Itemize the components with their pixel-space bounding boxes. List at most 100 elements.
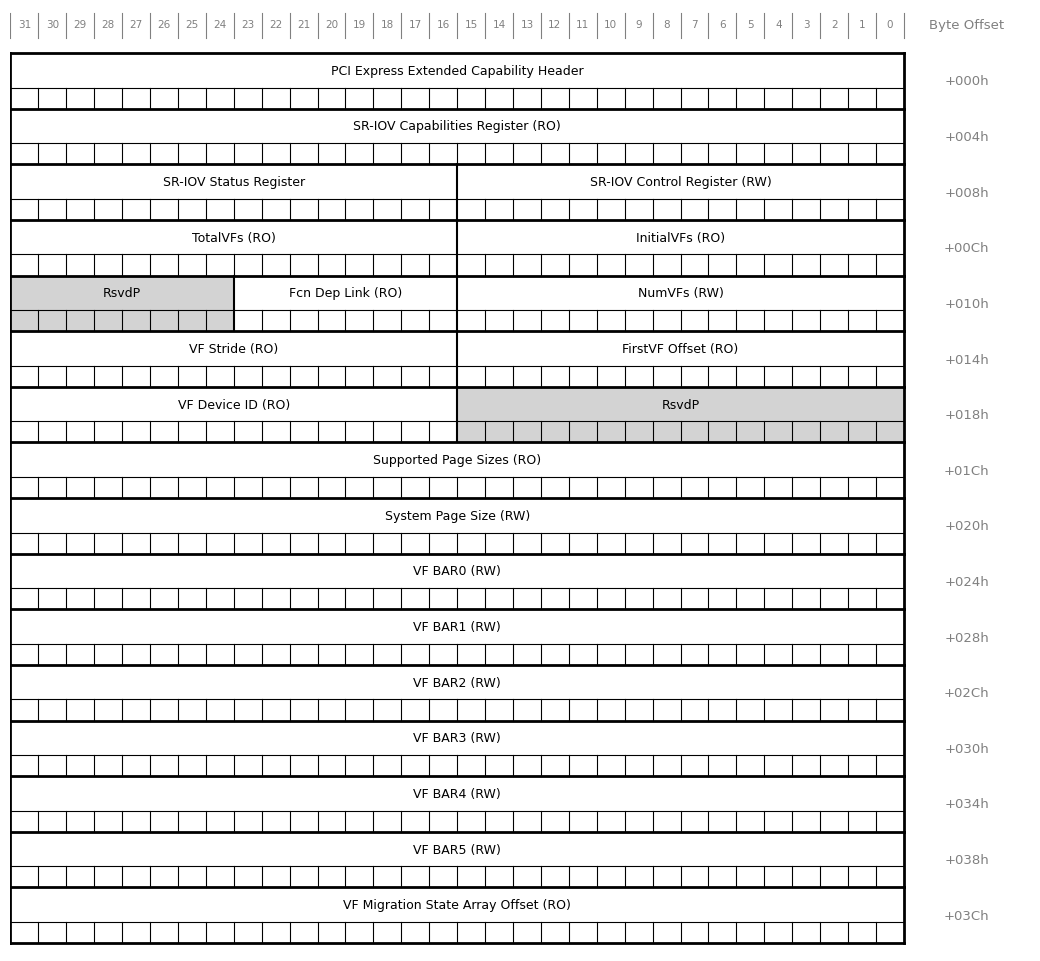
Bar <box>10 277 234 310</box>
Bar <box>10 776 904 811</box>
Text: 9: 9 <box>635 20 642 30</box>
Text: 6: 6 <box>719 20 726 30</box>
Text: VF BAR0 (RW): VF BAR0 (RW) <box>413 565 501 578</box>
Bar <box>458 256 904 277</box>
Bar <box>10 755 904 776</box>
Text: +01Ch: +01Ch <box>944 464 990 478</box>
Bar <box>10 110 904 144</box>
Text: Supported Page Sizes (RO): Supported Page Sizes (RO) <box>373 454 541 467</box>
Text: 7: 7 <box>692 20 698 30</box>
Text: +004h: +004h <box>944 131 989 144</box>
Text: +02Ch: +02Ch <box>944 686 990 700</box>
Text: 22: 22 <box>269 20 282 30</box>
Bar <box>10 811 904 832</box>
Text: SR-IOV Capabilities Register (RO): SR-IOV Capabilities Register (RO) <box>354 120 561 134</box>
Text: +010h: +010h <box>944 298 989 310</box>
Bar <box>458 277 904 310</box>
Text: 3: 3 <box>803 20 809 30</box>
Text: +018h: +018h <box>944 408 989 422</box>
Text: RsvdP: RsvdP <box>103 287 141 300</box>
Text: 16: 16 <box>437 20 450 30</box>
Text: RsvdP: RsvdP <box>661 398 700 411</box>
Text: NumVFs (RW): NumVFs (RW) <box>638 287 724 300</box>
Bar <box>10 366 458 387</box>
Text: VF BAR2 (RW): VF BAR2 (RW) <box>413 676 501 689</box>
Bar <box>10 332 458 366</box>
Bar <box>10 54 904 88</box>
Text: +008h: +008h <box>944 186 989 200</box>
Text: PCI Express Extended Capability Header: PCI Express Extended Capability Header <box>331 64 583 78</box>
Text: +038h: +038h <box>944 853 989 866</box>
Text: 25: 25 <box>185 20 199 30</box>
Text: 30: 30 <box>46 20 59 30</box>
Text: System Page Size (RW): System Page Size (RW) <box>385 509 529 522</box>
Text: SR-IOV Status Register: SR-IOV Status Register <box>162 176 305 189</box>
Text: VF Stride (RO): VF Stride (RO) <box>189 343 279 356</box>
Text: SR-IOV Control Register (RW): SR-IOV Control Register (RW) <box>590 176 772 189</box>
Text: VF Migration State Array Offset (RO): VF Migration State Array Offset (RO) <box>343 899 571 911</box>
Bar <box>458 165 904 200</box>
Bar <box>10 554 904 588</box>
Bar <box>10 721 904 755</box>
Text: 2: 2 <box>831 20 837 30</box>
Bar <box>10 310 234 332</box>
Text: 5: 5 <box>747 20 754 30</box>
Bar <box>458 200 904 221</box>
Text: +028h: +028h <box>944 631 989 644</box>
Bar <box>458 387 904 422</box>
Bar <box>10 387 458 422</box>
Bar <box>10 533 904 554</box>
Text: 14: 14 <box>492 20 505 30</box>
Text: +034h: +034h <box>944 798 989 811</box>
Text: 20: 20 <box>324 20 338 30</box>
Text: 18: 18 <box>381 20 394 30</box>
Text: FirstVF Offset (RO): FirstVF Offset (RO) <box>622 343 738 356</box>
Text: 0: 0 <box>887 20 893 30</box>
Text: VF BAR3 (RW): VF BAR3 (RW) <box>413 731 501 745</box>
Text: VF BAR5 (RW): VF BAR5 (RW) <box>413 843 501 855</box>
Text: VF Device ID (RO): VF Device ID (RO) <box>178 398 290 411</box>
Text: InitialVFs (RO): InitialVFs (RO) <box>636 232 725 244</box>
Bar <box>10 443 904 478</box>
Text: VF BAR4 (RW): VF BAR4 (RW) <box>413 787 501 801</box>
Text: 19: 19 <box>353 20 366 30</box>
Text: 1: 1 <box>859 20 865 30</box>
Text: 29: 29 <box>74 20 86 30</box>
Bar <box>458 366 904 387</box>
Bar <box>458 310 904 332</box>
Text: Fcn Dep Link (RO): Fcn Dep Link (RO) <box>289 287 402 300</box>
Text: 17: 17 <box>409 20 422 30</box>
Text: 31: 31 <box>18 20 31 30</box>
Text: VF BAR1 (RW): VF BAR1 (RW) <box>413 621 501 633</box>
Text: Byte Offset: Byte Offset <box>929 18 1005 32</box>
Bar <box>458 221 904 256</box>
Text: +00Ch: +00Ch <box>944 242 989 255</box>
Bar <box>10 922 904 943</box>
Bar <box>10 221 458 256</box>
Bar <box>10 665 904 700</box>
Bar <box>10 499 904 533</box>
Bar <box>10 165 458 200</box>
Text: 23: 23 <box>241 20 255 30</box>
Bar <box>10 422 458 443</box>
Bar <box>10 478 904 499</box>
Bar <box>10 888 904 922</box>
Text: 13: 13 <box>520 20 534 30</box>
Text: +03Ch: +03Ch <box>944 909 990 922</box>
Bar <box>10 644 904 665</box>
Bar <box>10 256 458 277</box>
Bar <box>234 277 458 310</box>
Text: 8: 8 <box>664 20 670 30</box>
Text: TotalVFs (RO): TotalVFs (RO) <box>191 232 276 244</box>
Text: +030h: +030h <box>944 742 989 755</box>
Text: 27: 27 <box>129 20 142 30</box>
Text: 10: 10 <box>604 20 618 30</box>
Text: +020h: +020h <box>944 520 989 532</box>
Bar <box>458 422 904 443</box>
Bar <box>10 144 904 165</box>
Bar <box>10 609 904 644</box>
Bar <box>10 200 458 221</box>
Text: 21: 21 <box>297 20 310 30</box>
Bar <box>10 700 904 721</box>
Text: +000h: +000h <box>944 75 989 88</box>
